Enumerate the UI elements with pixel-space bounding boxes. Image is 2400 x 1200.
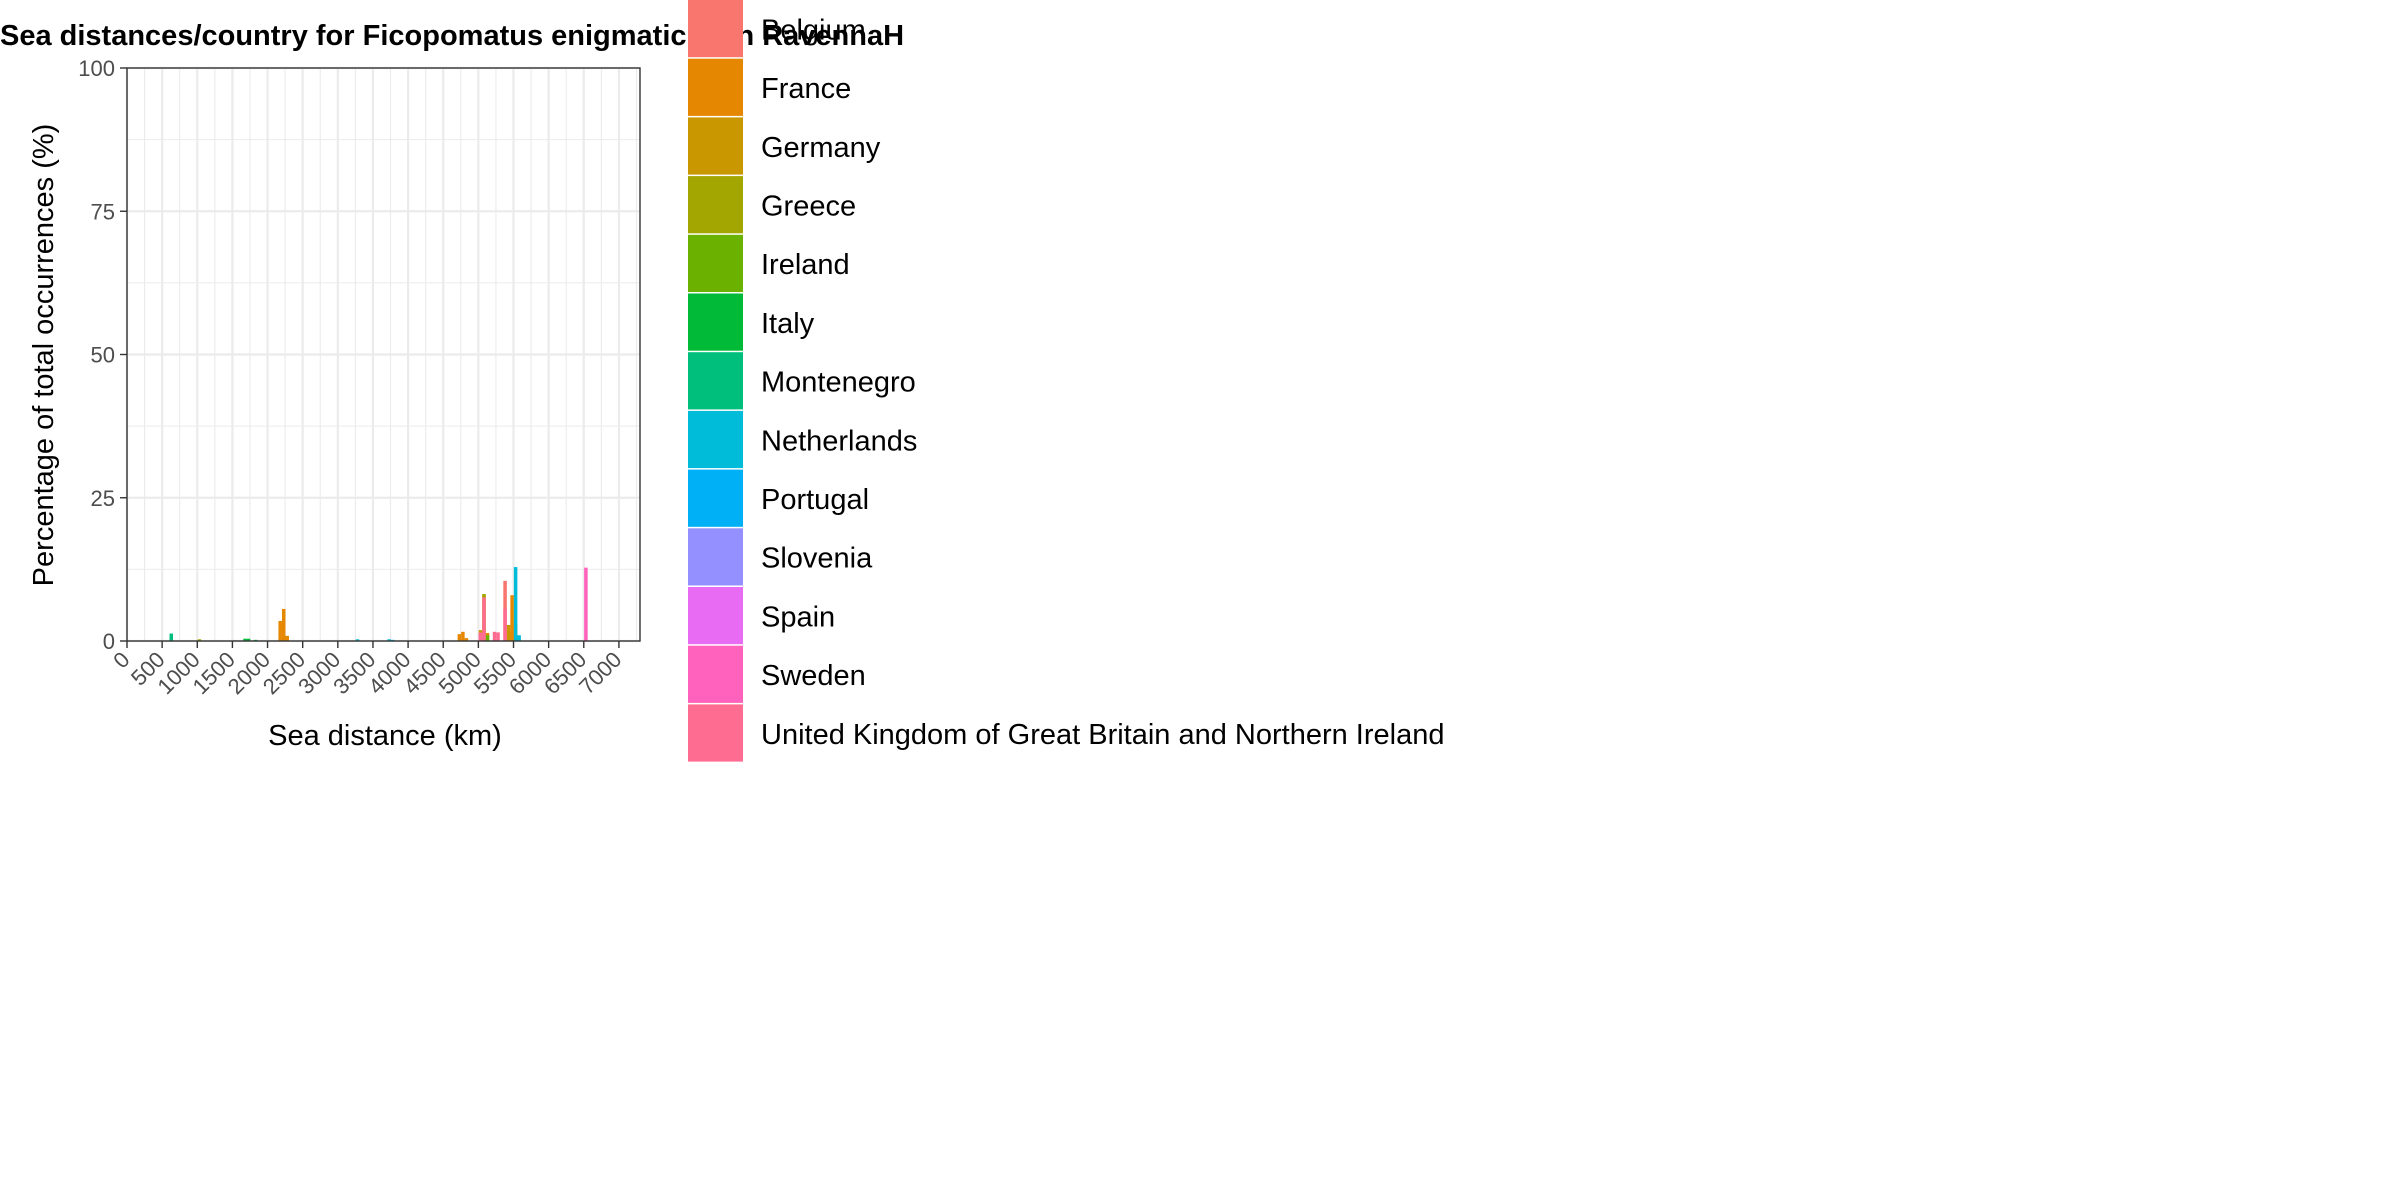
legend-key xyxy=(688,117,743,175)
legend: Belgium France Germany Greece Ireland Italy Mo… xyxy=(688,0,1444,762)
bar-1 xyxy=(281,608,286,641)
y-axis-title: Percentage of total occurrences (%) xyxy=(28,124,60,587)
bar-12 xyxy=(496,632,500,641)
bar-5 xyxy=(243,638,247,641)
bar-5 xyxy=(246,638,251,641)
bar-3 xyxy=(197,639,202,641)
chart: Sea distances/country for Ficopomatus en… xyxy=(0,0,1444,762)
legend-key xyxy=(688,528,743,586)
bar-1 xyxy=(461,631,465,641)
bar-1 xyxy=(285,635,289,641)
x-axis-title: Sea distance (km) xyxy=(268,720,502,752)
legend-label: Sweden xyxy=(761,660,866,692)
legend-label: Belgium xyxy=(761,14,866,46)
bar-1 xyxy=(510,595,514,641)
y-tick-label: 100 xyxy=(78,56,115,81)
legend-label: Ireland xyxy=(761,249,850,281)
legend-label: Netherlands xyxy=(761,425,917,457)
y-tick-label: 0 xyxy=(103,629,115,654)
legend-key xyxy=(688,645,743,703)
bar-1 xyxy=(278,620,282,641)
legend-key xyxy=(688,469,743,527)
bar-12 xyxy=(503,608,507,641)
y-tick-label: 25 xyxy=(91,486,115,511)
bar-12 xyxy=(482,597,486,641)
legend-key xyxy=(688,587,743,645)
bar-1 xyxy=(457,634,462,641)
bar-6 xyxy=(169,633,174,641)
legend-label: Slovenia xyxy=(761,543,873,575)
legend-label: United Kingdom of Great Britain and Nort… xyxy=(761,719,1444,751)
legend-key xyxy=(688,293,743,351)
legend-label: Spain xyxy=(761,601,835,633)
legend-key xyxy=(688,410,743,469)
legend-label: Italy xyxy=(761,308,815,340)
y-tick-label: 50 xyxy=(91,343,115,368)
legend-label: Greece xyxy=(761,190,856,222)
bar-7 xyxy=(387,639,391,641)
legend-key xyxy=(688,234,743,292)
legend-label: France xyxy=(761,73,851,105)
y-tick-label: 75 xyxy=(91,199,115,224)
bar-7 xyxy=(513,567,518,641)
chart-title: Sea distances/country for Ficopomatus en… xyxy=(0,20,904,52)
x-tick-label: 7000 xyxy=(574,647,626,699)
bar-12 xyxy=(492,631,497,641)
bars xyxy=(169,567,588,641)
legend-label: Germany xyxy=(761,132,881,164)
legend-key xyxy=(688,0,743,58)
bar-4 xyxy=(485,635,490,641)
legend-key xyxy=(688,176,743,234)
bar-12 xyxy=(478,632,483,641)
bar-2 xyxy=(506,624,511,641)
legend-label: Portugal xyxy=(761,484,869,516)
legend-key xyxy=(688,704,743,762)
bar-1 xyxy=(464,638,469,641)
legend-key xyxy=(688,352,743,410)
legend-label: Montenegro xyxy=(761,367,916,399)
legend-key xyxy=(688,58,743,116)
bar-11 xyxy=(584,567,588,641)
bar-7 xyxy=(355,639,360,641)
bar-7 xyxy=(517,635,521,641)
